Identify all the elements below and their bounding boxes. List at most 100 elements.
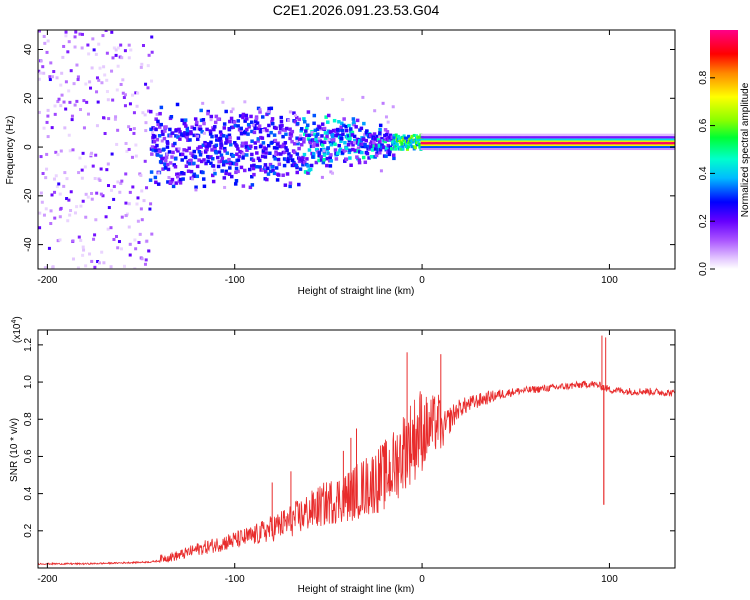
spectrogram-cells xyxy=(38,30,675,269)
spectrogram-cell xyxy=(312,143,317,147)
spectrogram-cell xyxy=(263,163,268,167)
spectrogram-cell xyxy=(247,125,251,129)
spectrogram-cell xyxy=(295,115,299,120)
spectrogram-cell xyxy=(297,117,302,122)
spectrogram-cell xyxy=(90,259,94,263)
spectrogram-cell xyxy=(206,111,210,116)
spectrogram-cell xyxy=(363,133,367,137)
spectrogram-cell xyxy=(201,118,206,122)
spectrogram-cell xyxy=(93,265,97,269)
spectrogram-cell xyxy=(315,139,320,144)
spectrogram-cell xyxy=(305,126,309,130)
snr-xlabel: Height of straight line (km) xyxy=(298,584,415,595)
spectrogram-cell xyxy=(45,152,49,156)
spectrogram-cell xyxy=(170,155,174,159)
spectrogram-cell xyxy=(184,164,189,168)
spectrogram-cell xyxy=(116,46,120,50)
spectrogram-cell xyxy=(76,266,80,269)
spectrogram-cell xyxy=(672,144,675,147)
spectrogram-cell xyxy=(391,140,395,144)
spectrogram-cell xyxy=(258,110,262,114)
spectrogram-cell xyxy=(61,55,65,59)
spectrogram-cell xyxy=(234,166,239,171)
spectrogram-cell xyxy=(139,65,143,69)
spectrogram-cell xyxy=(386,143,391,148)
spectrogram-cell xyxy=(282,163,287,168)
spectrogram-cell xyxy=(173,141,177,146)
spectrogram-cell xyxy=(297,137,302,141)
spectrogram-cell xyxy=(365,129,369,133)
spectrogram-cell xyxy=(151,131,155,135)
spectrogram-cell xyxy=(672,133,675,136)
spectrogram-cell xyxy=(347,123,351,128)
spectrogram-cell xyxy=(64,30,68,34)
spectrogram-cell xyxy=(261,128,265,132)
spectrogram-cell xyxy=(97,42,101,46)
spectrogram-cell xyxy=(241,141,245,146)
spectrogram-cell xyxy=(119,181,123,185)
spectrogram-cell xyxy=(250,152,254,157)
spectrogram-cell xyxy=(234,162,239,166)
spectrogram-cell xyxy=(324,115,328,119)
spectrogram-cell xyxy=(146,86,150,90)
spectrogram-cell xyxy=(383,128,388,132)
spectrogram-cell xyxy=(75,205,79,209)
spectrogram-cell xyxy=(68,149,72,153)
spectrogram-cell xyxy=(309,163,314,168)
spectrogram-cell xyxy=(268,162,273,167)
spectrogram-cell xyxy=(361,95,365,99)
spectrogram-cell xyxy=(204,161,208,166)
spectrogram-cell xyxy=(194,122,199,127)
spectrogram-cell xyxy=(82,99,86,103)
spectrogram-y-tick-label: -40 xyxy=(23,237,34,252)
spectrogram-cell xyxy=(90,191,94,195)
spectrogram-cell xyxy=(162,156,166,161)
spectrogram-cell xyxy=(302,120,307,124)
spectrogram-cell xyxy=(58,215,62,219)
spectrogram-cell xyxy=(59,206,63,210)
spectrogram-cell xyxy=(96,100,100,104)
spectrogram-cell xyxy=(217,160,221,164)
spectrogram-cell xyxy=(116,180,120,184)
spectrogram-cell xyxy=(195,137,200,142)
spectrogram-cell xyxy=(39,59,43,63)
spectrogram-cell xyxy=(72,82,76,86)
spectrogram-cell xyxy=(100,81,104,85)
spectrogram-cell xyxy=(672,141,675,145)
spectrogram-cell xyxy=(385,130,390,134)
spectrogram-cell xyxy=(326,113,331,118)
spectrogram-cell xyxy=(134,91,138,95)
spectrogram-cell xyxy=(363,142,367,147)
spectrogram-cell xyxy=(273,138,278,143)
spectrogram-cell xyxy=(54,174,58,178)
spectrogram-cell xyxy=(38,226,42,230)
spectrogram-cell xyxy=(59,149,63,153)
spectrogram-cell xyxy=(168,179,173,184)
spectrogram-cell xyxy=(384,146,389,150)
spectrogram-cell xyxy=(162,136,167,141)
spectrogram-cell xyxy=(401,147,405,151)
spectrogram-cell xyxy=(197,149,202,154)
spectrogram-cell xyxy=(73,211,77,215)
spectrogram-cell xyxy=(211,164,216,168)
spectrogram-cell xyxy=(344,128,349,133)
spectrogram-cell xyxy=(342,123,346,128)
spectrogram-cell xyxy=(120,215,124,219)
spectrogram-cell xyxy=(120,179,124,183)
spectrogram-cell xyxy=(53,104,57,108)
spectrogram-cell xyxy=(217,150,222,154)
spectrogram-cell xyxy=(212,127,216,132)
spectrogram-cell xyxy=(326,120,330,124)
spectrogram-cell xyxy=(128,102,132,106)
spectrogram-cell xyxy=(97,78,101,82)
spectrogram-cell xyxy=(672,148,675,151)
spectrogram-cell xyxy=(206,109,210,114)
spectrogram-cell xyxy=(389,137,394,142)
spectrogram-cell xyxy=(378,147,383,152)
spectrogram-cell xyxy=(107,117,111,121)
spectrogram-cell xyxy=(213,171,217,176)
spectrogram-cell xyxy=(359,138,364,143)
spectrogram-cell xyxy=(329,130,333,134)
spectrogram-cell xyxy=(150,50,154,54)
spectrogram-cell xyxy=(228,119,232,124)
